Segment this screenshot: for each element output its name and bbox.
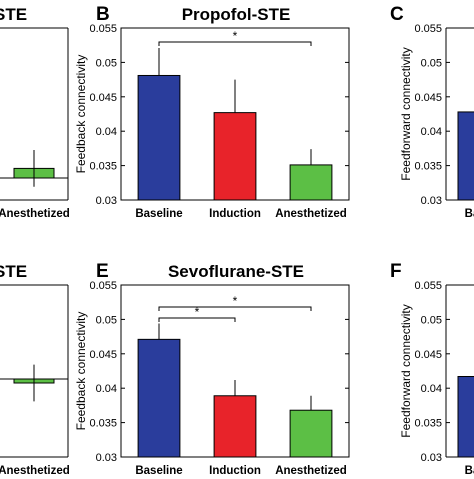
panel-e-bar-anesthetized — [289, 409, 333, 458]
panel-b-xtick-label: Baseline — [135, 208, 182, 220]
panel-e-significance-star: * — [233, 294, 238, 308]
panel-c-ytick-label: 0.055 — [414, 23, 442, 35]
panel-title-b: Propofol-STE — [182, 5, 291, 24]
panel-f-xtick-label: Ba — [465, 465, 474, 474]
panel-b-ytick-label: 0.03 — [96, 195, 117, 207]
panel-letter-c: C — [390, 4, 404, 25]
panel-e-significance-bracket — [158, 317, 236, 322]
panel-c-ytick-label: 0.03 — [421, 195, 442, 207]
panel-c-ytick-label: 0.05 — [421, 57, 442, 69]
panel-b-ytick-label: 0.04 — [96, 126, 117, 138]
panel-e-xtick-label: Induction — [209, 465, 261, 474]
panel-b-bar-anesthetized — [289, 164, 333, 201]
panel-f-ytick-label: 0.05 — [421, 314, 442, 326]
panel-f-ytick-label: 0.035 — [414, 418, 442, 430]
panel-e-significance-bracket — [158, 306, 312, 311]
panel-letter-b: B — [96, 4, 110, 25]
panel-b-xtick-label: Induction — [209, 208, 261, 220]
panel-b-ytick-label: 0.035 — [89, 161, 117, 173]
panel-f-bar-baseline — [457, 376, 474, 458]
panel-e-ytick-label: 0.04 — [96, 383, 117, 395]
panel-c-ytick-label: 0.035 — [414, 161, 442, 173]
panel-e-ytick-label: 0.045 — [89, 349, 117, 361]
panel-b-bar-induction — [213, 112, 257, 201]
panel-c-ytick-label: 0.045 — [414, 92, 442, 104]
panel-b-xtick-label: Anesthetized — [275, 208, 347, 220]
panel-f-ytick-label: 0.03 — [421, 452, 442, 464]
panel-e-significance-star: * — [195, 305, 200, 319]
panel-e-ytick-label: 0.03 — [96, 452, 117, 464]
panel-f-ytick-label: 0.04 — [421, 383, 442, 395]
panel-e-ylabel: Feedback connectivity — [74, 312, 88, 431]
panel-d-xtick-label: Anesthetized — [0, 465, 70, 474]
panel-b-ytick-label: 0.055 — [89, 23, 117, 35]
panel-b-significance-bracket — [158, 41, 312, 46]
panel-c-bar-baseline — [457, 111, 474, 201]
panel-title-d-partial: STE — [0, 262, 27, 281]
panel-a-xtick-label: Anesthetized — [0, 208, 70, 220]
panel-c-ylabel: Feedforward connectivity — [399, 47, 413, 180]
panel-title-e: Sevoflurane-STE — [168, 262, 304, 281]
panel-letter-e: E — [96, 261, 109, 282]
panel-b-ylabel: Feedback connectivity — [74, 55, 88, 174]
panel-letter-f: F — [390, 261, 402, 282]
panel-b-ytick-label: 0.045 — [89, 92, 117, 104]
panel-e-bar-baseline — [137, 338, 181, 458]
panel-f-ytick-label: 0.055 — [414, 280, 442, 292]
panel-b-significance-star: * — [233, 29, 238, 43]
panel-f-ytick-label: 0.045 — [414, 349, 442, 361]
panel-e-xtick-label: Baseline — [135, 465, 182, 474]
panel-e-bar-induction — [213, 395, 257, 458]
panel-title-a-partial: STE — [0, 5, 27, 24]
panel-f-ylabel: Feedforward connectivity — [399, 304, 413, 437]
panel-e-ytick-label: 0.035 — [89, 418, 117, 430]
panel-e-ytick-label: 0.05 — [96, 314, 117, 326]
panel-b-bar-baseline — [137, 74, 181, 201]
panel-c-ytick-label: 0.04 — [421, 126, 442, 138]
panel-c-xtick-label: Ba — [465, 208, 474, 220]
panel-e-ytick-label: 0.055 — [89, 280, 117, 292]
panel-e-xtick-label: Anesthetized — [275, 465, 347, 474]
panel-b-ytick-label: 0.05 — [96, 57, 117, 69]
